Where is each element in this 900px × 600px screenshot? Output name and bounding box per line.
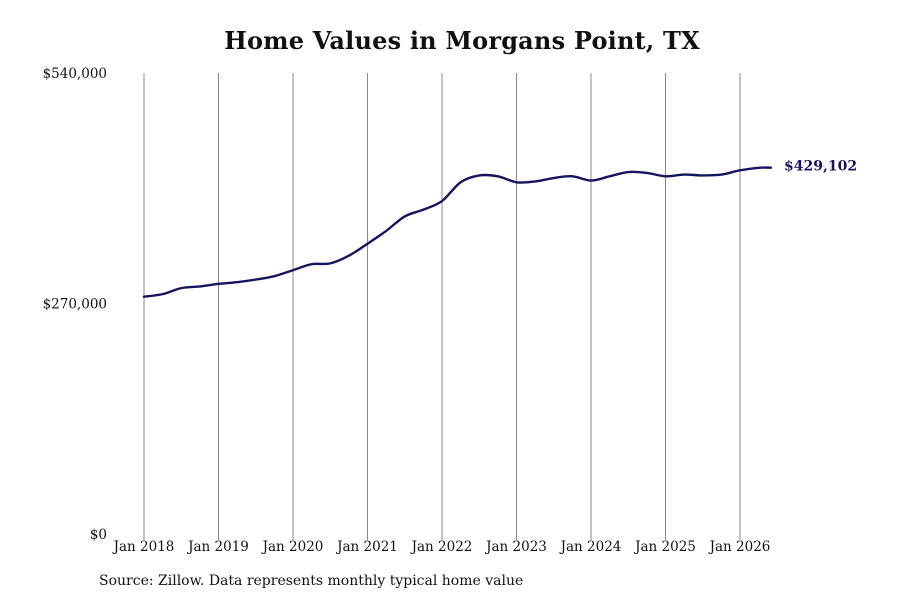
x-tick-label: Jan 2023	[484, 539, 547, 555]
x-tick-label: Jan 2019	[186, 539, 249, 555]
x-axis-ticks: Jan 2018 Jan 2019 Jan 2020 Jan 2021 Jan 2022…	[112, 539, 771, 555]
x-tick-label: Jan 2018	[112, 539, 175, 555]
y-tick-label: $270,000	[43, 297, 107, 313]
end-label-layer: $429,102	[784, 159, 857, 175]
x-tick-label: Jan 2024	[559, 539, 622, 555]
x-tick-label: Jan 2021	[335, 539, 398, 555]
y-tick-label: $0	[90, 527, 107, 543]
x-tick-label: Jan 2022	[410, 539, 473, 555]
x-tick-label: Jan 2025	[633, 539, 696, 555]
y-tick-label: $540,000	[43, 66, 107, 82]
grid-lines	[143, 73, 741, 540]
x-tick-label: Jan 2026	[708, 539, 771, 555]
end-value-label: $429,102	[784, 159, 857, 175]
chart-title: Home Values in Morgans Point, TX	[224, 26, 700, 55]
series-layer	[142, 166, 773, 298]
home-value-series-line	[142, 166, 773, 298]
source-note: Source: Zillow. Data represents monthly …	[99, 573, 524, 589]
y-axis-ticks: $0 $270,000 $540,000	[43, 66, 107, 543]
x-tick-label: Jan 2020	[261, 539, 324, 555]
